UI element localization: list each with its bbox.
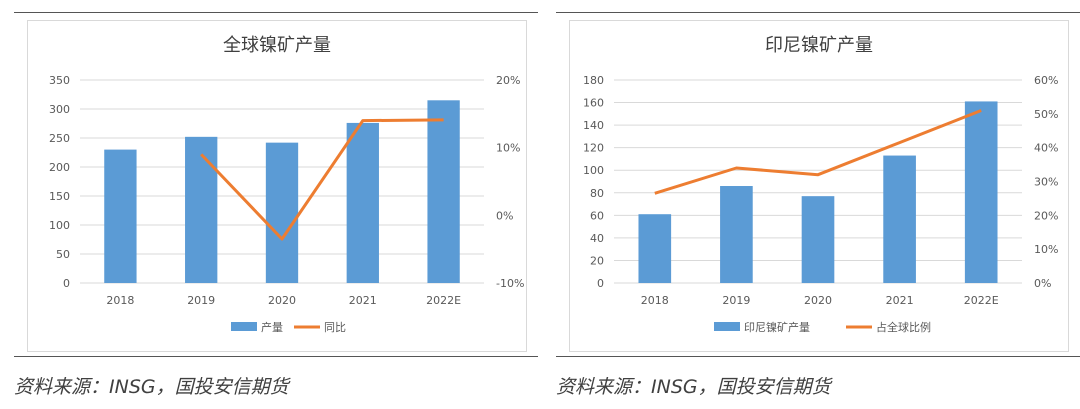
bar-2022E xyxy=(427,100,460,283)
y-left-tick-label: 20 xyxy=(590,254,604,267)
global-nickel-chart: 全球镍矿产量 0 50 100 150 200 250 300 350 -10% 0% 10% 20% 2… xyxy=(49,35,524,334)
bar-2021 xyxy=(346,122,379,283)
y-left-tick-label: 120 xyxy=(583,142,604,155)
y-left-tick-label: 40 xyxy=(590,232,604,245)
x-tick-label: 2019 xyxy=(722,294,750,307)
legend-line-label: 占全球比例 xyxy=(876,320,931,334)
bar-2020 xyxy=(801,196,835,283)
chart-frame: 印尼镍矿产量 0 20 40 60 80 100 120 140 160 180 0% 10% 20% 30… xyxy=(569,20,1069,352)
line-series-占全球比例 xyxy=(654,109,982,195)
y-left-tick-label: 300 xyxy=(49,103,70,116)
bar-2018 xyxy=(104,149,137,283)
legend-bar-swatch xyxy=(231,322,257,331)
y-left-tick-label: 150 xyxy=(49,190,70,203)
x-tick-label: 2018 xyxy=(106,294,134,307)
legend-bar-label: 产量 xyxy=(261,320,283,334)
chart-frame: 全球镍矿产量 0 50 100 150 200 250 300 350 -10% 0% 10% 20% 2… xyxy=(27,20,527,352)
bar-2020 xyxy=(265,142,299,283)
y-left-tick-label: 0 xyxy=(597,277,604,290)
y-right-tick-label: 20% xyxy=(496,74,520,87)
bar-2019 xyxy=(185,136,218,283)
chart-title: 印尼镍矿产量 xyxy=(765,35,873,56)
x-tick-label: 2020 xyxy=(804,294,832,307)
legend-bar-swatch xyxy=(714,322,740,331)
y-right-tick-label: 30% xyxy=(1034,176,1058,189)
source-note: 资料来源：INSG，国投安信期货 xyxy=(556,376,831,398)
bar-2019 xyxy=(720,186,753,283)
x-tick-label: 2020 xyxy=(268,294,296,307)
y-left-tick-label: 100 xyxy=(583,164,604,177)
bottom-rule xyxy=(556,356,1080,357)
y-left-tick-label: 200 xyxy=(49,161,70,174)
top-rule xyxy=(556,12,1080,13)
x-tick-label: 2022E xyxy=(426,294,461,307)
y-right-tick-label: 0% xyxy=(1034,277,1051,290)
chart-title: 全球镍矿产量 xyxy=(223,35,331,56)
y-right-tick-label: 40% xyxy=(1034,142,1058,155)
y-left-tick-label: 140 xyxy=(583,119,604,132)
x-tick-label: 2018 xyxy=(641,294,669,307)
y-left-tick-label: 180 xyxy=(583,74,604,87)
left-panel: 全球镍矿产量 0 50 100 150 200 250 300 350 -10% 0% 10% 20% 2… xyxy=(14,0,538,409)
y-left-tick-label: 350 xyxy=(49,74,70,87)
y-right-tick-label: -10% xyxy=(496,277,524,290)
y-left-tick-label: 80 xyxy=(590,187,604,200)
legend-bar-label: 印尼镍矿产量 xyxy=(744,320,810,334)
x-tick-label: 2019 xyxy=(187,294,215,307)
bar-2022E xyxy=(964,101,998,283)
right-panel: 印尼镍矿产量 0 20 40 60 80 100 120 140 160 180 0% 10% 20% 30… xyxy=(556,0,1080,409)
y-left-tick-label: 60 xyxy=(590,209,604,222)
y-right-tick-label: 60% xyxy=(1034,74,1058,87)
legend-line-label: 同比 xyxy=(324,321,346,334)
bar-2021 xyxy=(883,155,916,283)
y-left-tick-label: 100 xyxy=(49,219,70,232)
x-tick-label: 2021 xyxy=(349,294,377,307)
bar-2018 xyxy=(638,214,672,283)
y-right-tick-label: 0% xyxy=(496,209,513,222)
indonesia-nickel-chart: 印尼镍矿产量 0 20 40 60 80 100 120 140 160 180 0% 10% 20% 30… xyxy=(583,35,1058,334)
x-tick-label: 2022E xyxy=(964,294,999,307)
y-left-tick-label: 160 xyxy=(583,97,604,110)
y-right-tick-label: 10% xyxy=(1034,243,1058,256)
line-series-同比 xyxy=(200,118,444,241)
y-right-tick-label: 20% xyxy=(1034,209,1058,222)
x-tick-label: 2021 xyxy=(886,294,914,307)
source-note: 资料来源：INSG，国投安信期货 xyxy=(14,376,289,398)
bottom-rule xyxy=(14,356,538,357)
top-rule xyxy=(14,12,538,13)
y-right-tick-label: 10% xyxy=(496,142,520,155)
y-left-tick-label: 0 xyxy=(63,277,70,290)
y-left-tick-label: 50 xyxy=(56,248,70,261)
y-right-tick-label: 50% xyxy=(1034,108,1058,121)
y-left-tick-label: 250 xyxy=(49,132,70,145)
